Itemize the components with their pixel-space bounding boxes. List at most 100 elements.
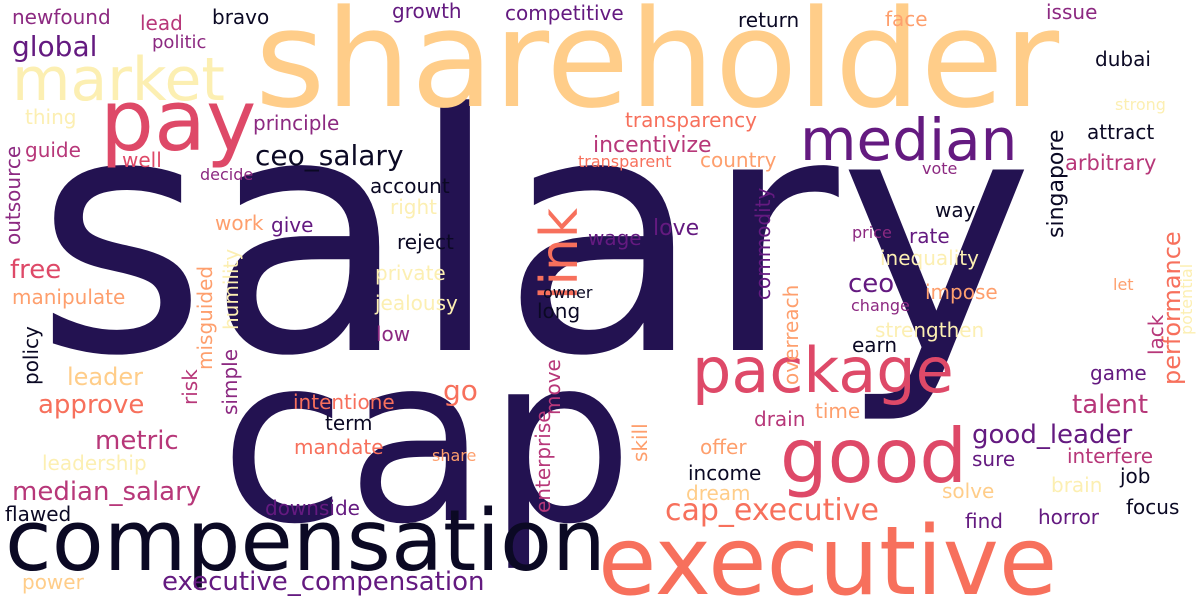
cloud-word-enterprise: enterprise — [531, 410, 555, 513]
cloud-word-account: account — [370, 174, 450, 198]
cloud-word-leader: leader — [67, 363, 143, 391]
cloud-word-executive-compensation: executive_compensation — [162, 567, 485, 597]
cloud-word-work: work — [215, 211, 264, 235]
cloud-word-go: go — [443, 374, 478, 407]
cloud-word-median: median — [800, 106, 1017, 174]
cloud-word-singapore: singapore — [1044, 130, 1069, 239]
cloud-word-solve: solve — [942, 479, 994, 503]
cloud-word-arbitrary: arbitrary — [1065, 151, 1156, 175]
cloud-word-commodity: commodity — [751, 187, 775, 300]
cloud-word-executive: executive — [598, 507, 1057, 600]
cloud-word-link: link — [530, 208, 590, 300]
cloud-word-talent: talent — [1072, 390, 1148, 420]
cloud-word-compensation: compensation — [5, 492, 606, 591]
cloud-word-flawed: flawed — [5, 502, 71, 526]
cloud-word-growth: growth — [392, 0, 462, 23]
cloud-word-good: good — [780, 412, 967, 500]
cloud-word-mandate: mandate — [294, 435, 384, 459]
cloud-word-overreach: overreach — [779, 285, 803, 385]
cloud-word-impose: impose — [925, 280, 998, 304]
cloud-word-reject: reject — [397, 230, 454, 254]
cloud-word-shareholder: shareholder — [255, 0, 1060, 138]
cloud-word-leadership: leadership — [42, 451, 147, 475]
cloud-word-dream: dream — [686, 481, 751, 505]
cloud-word-time: time — [815, 399, 860, 423]
cloud-word-drain: drain — [754, 407, 805, 431]
cloud-word-lead: lead — [140, 11, 183, 35]
cloud-word-misguided: misguided — [193, 266, 217, 370]
cloud-word-intentione: intentione — [293, 390, 395, 414]
cloud-word-sure: sure — [972, 447, 1015, 471]
cloud-word-lack: lack — [1144, 314, 1168, 355]
cloud-word-dubai: dubai — [1095, 47, 1151, 71]
cloud-word-skill: skill — [628, 423, 652, 462]
cloud-word-metric: metric — [95, 426, 179, 456]
cloud-word-let: let — [1113, 275, 1134, 294]
cloud-word-attract: attract — [1087, 120, 1154, 144]
cloud-word-focus: focus — [1126, 495, 1179, 519]
cloud-word-decide: decide — [200, 165, 253, 184]
cloud-word-inequality: inequality — [880, 246, 979, 270]
cloud-word-vote: vote — [922, 159, 957, 178]
cloud-word-rate: rate — [909, 224, 950, 248]
cloud-word-private: private — [375, 261, 446, 285]
cloud-word-game: game — [1090, 361, 1147, 385]
cloud-word-price: price — [852, 223, 892, 242]
cloud-word-give: give — [271, 213, 313, 237]
cloud-word-brain: brain — [1051, 473, 1102, 497]
cloud-word-love: love — [653, 216, 699, 241]
cloud-word-good-leader: good_leader — [972, 420, 1132, 450]
cloud-word-horror: horror — [1038, 505, 1100, 529]
cloud-word-potential: potential — [1177, 264, 1196, 335]
cloud-word-low: low — [376, 322, 410, 346]
cloud-word-ceo: ceo — [848, 269, 894, 299]
cloud-word-politic: politic — [152, 32, 206, 53]
cloud-word-strengthen: strengthen — [875, 318, 984, 342]
cloud-word-interfere: interfere — [1067, 444, 1153, 468]
cloud-word-return: return — [738, 8, 799, 32]
cloud-word-salary: salary — [35, 44, 1034, 428]
cloud-word-well: well — [122, 148, 162, 172]
cloud-word-bravo: bravo — [212, 5, 269, 29]
cloud-word-income: income — [688, 461, 761, 485]
cloud-word-issue: issue — [1046, 0, 1097, 24]
cloud-word-strong: strong — [1115, 95, 1166, 114]
cloud-word-term: term — [325, 411, 373, 435]
cloud-word-manipulate: manipulate — [12, 285, 125, 309]
cloud-word-global: global — [12, 30, 97, 63]
cloud-word-performance: performance — [1158, 231, 1186, 385]
cloud-word-principle: principle — [253, 111, 339, 135]
cloud-word-right: right — [390, 195, 437, 219]
cloud-word-approve: approve — [38, 390, 144, 420]
cloud-word-transparent: transparent — [578, 152, 672, 171]
cloud-word-humility: humility — [219, 249, 243, 330]
cloud-word-long: long — [537, 299, 580, 323]
cloud-word-newfound: newfound — [12, 5, 111, 29]
cloud-word-competitive: competitive — [505, 1, 624, 25]
cloud-word-median-salary: median_salary — [12, 477, 201, 507]
cloud-word-owner: owner — [543, 283, 593, 302]
cloud-word-ceo-salary: ceo_salary — [255, 139, 404, 172]
cloud-word-find: find — [965, 509, 1003, 533]
cloud-word-thing: thing — [25, 105, 76, 129]
cloud-word-offer: offer — [700, 435, 747, 459]
cloud-word-change: change — [851, 296, 910, 315]
cloud-word-country: country — [700, 148, 777, 172]
cloud-word-move: move — [541, 359, 565, 415]
cloud-word-wage: wage — [588, 226, 642, 250]
cloud-word-jealousy: jealousy — [374, 291, 458, 315]
cloud-word-outsource: outsource — [1, 146, 25, 245]
cloud-word-free: free — [10, 255, 61, 285]
cloud-word-power: power — [22, 570, 85, 594]
cloud-word-risk: risk — [178, 369, 202, 405]
cloud-word-incentivize: incentivize — [593, 133, 712, 158]
cloud-word-policy: policy — [19, 326, 43, 385]
cloud-word-earn: earn — [852, 333, 897, 357]
cloud-word-guide: guide — [25, 138, 81, 162]
cloud-word-simple: simple — [218, 349, 242, 415]
cloud-word-package: package — [692, 334, 954, 407]
cloud-word-pay: pay — [100, 72, 256, 171]
cloud-word-share: share — [432, 446, 476, 465]
